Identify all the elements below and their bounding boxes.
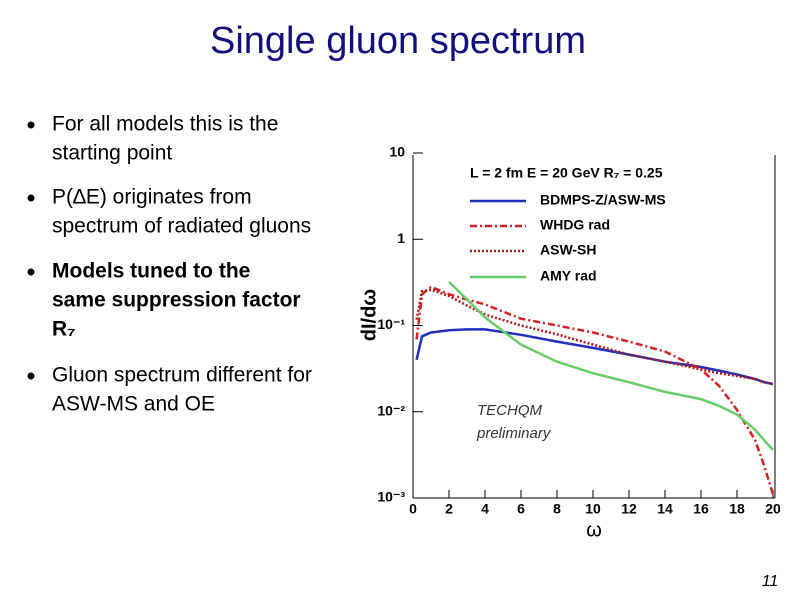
bullet-text: Models tuned to the	[52, 260, 250, 283]
y-axis-label: dI/dω	[358, 289, 380, 342]
x-axis-label: ω	[586, 519, 602, 541]
x-tick-label: 8	[553, 501, 561, 517]
x-tick-label: 16	[693, 501, 709, 517]
x-tick-label: 20	[765, 501, 781, 517]
y-tick-label: 10⁻¹	[377, 316, 405, 332]
annotation: TECHQM	[477, 402, 543, 419]
legend-label: AMY rad	[540, 268, 597, 284]
bullet-dot	[27, 372, 35, 380]
x-tick-label: 12	[621, 501, 637, 517]
x-tick-label: 0	[409, 501, 417, 517]
y-tick-label: 10⁻²	[377, 402, 405, 418]
legend-label: ASW-SH	[540, 242, 597, 258]
bullet-text: R₇	[52, 318, 76, 341]
bullet-dot	[27, 121, 35, 129]
y-tick-label: 1	[397, 230, 405, 246]
y-tick-label: 10⁻³	[377, 489, 405, 505]
series-line	[415, 285, 775, 495]
x-tick-label: 18	[729, 501, 745, 517]
legend-label: WHDG rad	[540, 217, 610, 233]
series-line	[448, 281, 774, 451]
bullet-text: same suppression factor	[52, 289, 301, 312]
x-tick-label: 10	[585, 501, 601, 517]
bullet-dot	[27, 268, 35, 276]
bullet-dot	[27, 194, 35, 202]
bullet-text: ASW-MS and OE	[52, 393, 215, 416]
bullet-text: P(∆E) originates from	[52, 186, 252, 209]
y-tick-label: 10	[389, 144, 405, 160]
bullet-text: For all models this is the	[52, 113, 278, 136]
bullet-text: spectrum of radiated gluons	[52, 215, 311, 238]
series-line	[415, 328, 774, 386]
x-tick-label: 2	[445, 501, 453, 517]
legend-label: BDMPS-Z/ASW-MS	[540, 192, 666, 208]
page-number: 11	[762, 573, 779, 590]
bullet-text: Gluon spectrum different for	[52, 364, 312, 387]
annotation: preliminary	[476, 425, 552, 442]
x-tick-label: 4	[481, 501, 489, 517]
legend-title: L = 2 fm E = 20 GeV R₇ = 0.25	[470, 165, 663, 181]
bullet-text: starting point	[52, 142, 172, 165]
x-tick-label: 14	[657, 501, 673, 517]
x-tick-label: 6	[517, 501, 525, 517]
series-line	[415, 288, 774, 386]
slide-title: Single gluon spectrum	[210, 20, 586, 62]
